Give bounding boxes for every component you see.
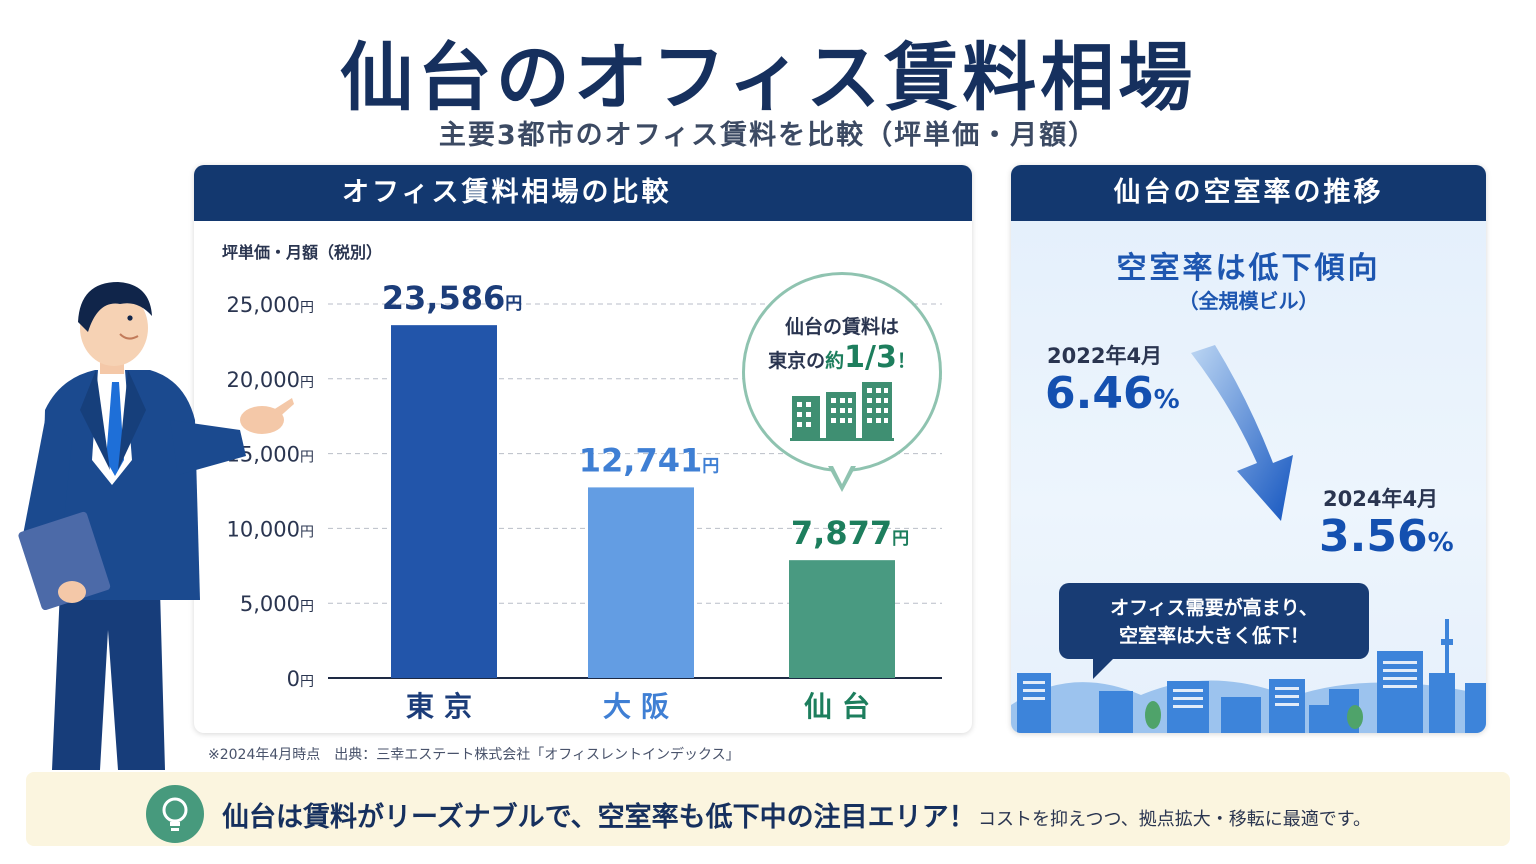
vacancy-note-bubble: オフィス需要が高まり、 空室率は大きく低下！: [1059, 583, 1369, 659]
y-tick-label: 10,000円: [227, 517, 314, 541]
vacancy-2024-unit: %: [1427, 528, 1454, 558]
page-subtitle: 主要3都市のオフィス賃料を比較（坪単価・月額）: [438, 120, 1098, 151]
y-tick-unit: 円: [300, 375, 314, 391]
bubble-text-pre: 東京の: [768, 350, 826, 372]
downward-trend-arrow: [1191, 345, 1293, 521]
y-tick-label: 25,000円: [227, 293, 314, 317]
bar-value-label: 12,741円: [579, 441, 719, 479]
bar-value-unit: 円: [702, 456, 719, 476]
vacancy-panel-header: 仙台の空室率の推移: [1011, 165, 1486, 221]
vacancy-2022-label: 2022年4月: [1047, 344, 1163, 368]
vacancy-2024-value: 3.56%: [1319, 511, 1454, 562]
vacancy-2022-number: 6.46: [1045, 368, 1154, 419]
bubble-text-exclaim: ！: [896, 350, 916, 372]
summary-sub-text: コストを抑えつつ、拠点拡大・移転に最適です。: [978, 809, 1371, 830]
bar-value-label: 7,877円: [791, 514, 909, 552]
y-axis-unit-label: 坪単価・月額（税別）: [222, 243, 383, 262]
vacancy-note-line1: オフィス需要が高まり、: [1110, 597, 1318, 619]
y-tick-unit: 円: [300, 524, 314, 540]
y-tick-unit: 円: [300, 674, 314, 690]
bar-value-unit: 円: [505, 294, 522, 314]
summary-main-text: 仙台は賃料がリーズナブルで、空室率も低下中の注目エリア！: [222, 802, 976, 833]
city-skyline-illustration: [1011, 619, 1486, 733]
note-bubble-tail: [1093, 657, 1115, 679]
bar-value-unit: 円: [892, 529, 909, 549]
bubble-text-line1: 仙台の賃料は: [784, 316, 899, 338]
vacancy-rate-panel: 仙台の空室率の推移 空室率は低下傾向 （全規模ビル） 2022年4月 6.46%…: [1011, 165, 1486, 733]
bar-2: [789, 560, 895, 678]
y-tick-unit: 円: [300, 599, 314, 615]
vacancy-2022-unit: %: [1153, 385, 1180, 415]
bubble-text-line2: 東京の約1/3！: [742, 340, 942, 375]
businessman-illustration: [18, 282, 294, 770]
bar-0: [391, 325, 497, 678]
bubble-text-approx: 約: [825, 350, 845, 372]
vacancy-trend-title: 空室率は低下傾向: [1116, 251, 1381, 286]
bar-1: [588, 487, 694, 678]
bar-value-label: 23,586円: [382, 279, 522, 317]
vacancy-trend-subtitle: （全規模ビル）: [1178, 289, 1319, 313]
category-label: 仙台: [804, 690, 880, 723]
data-source-note: ※2024年4月時点 出典：三幸エステート株式会社「オフィスレントインデックス」: [208, 747, 740, 763]
bubble-text-ratio: 1/3: [844, 340, 897, 375]
buildings-icon: [790, 382, 894, 441]
y-tick-label: 20,000円: [227, 368, 314, 392]
vacancy-note-line2: 空室率は大きく低下！: [1118, 625, 1309, 647]
page-title: 仙台のオフィス賃料相場: [339, 35, 1197, 121]
vacancy-2024-label: 2024年4月: [1323, 487, 1439, 511]
category-label: 東京: [406, 690, 482, 723]
y-tick-unit: 円: [300, 450, 314, 466]
lightbulb-icon: [146, 785, 204, 843]
y-tick-unit: 円: [300, 300, 314, 316]
vacancy-2024-number: 3.56: [1319, 511, 1428, 562]
rent-panel-header: オフィス賃料相場の比較: [194, 165, 972, 221]
summary-banner: [26, 772, 1510, 846]
category-label: 大阪: [603, 690, 679, 723]
vacancy-2022-value: 6.46%: [1045, 368, 1180, 419]
